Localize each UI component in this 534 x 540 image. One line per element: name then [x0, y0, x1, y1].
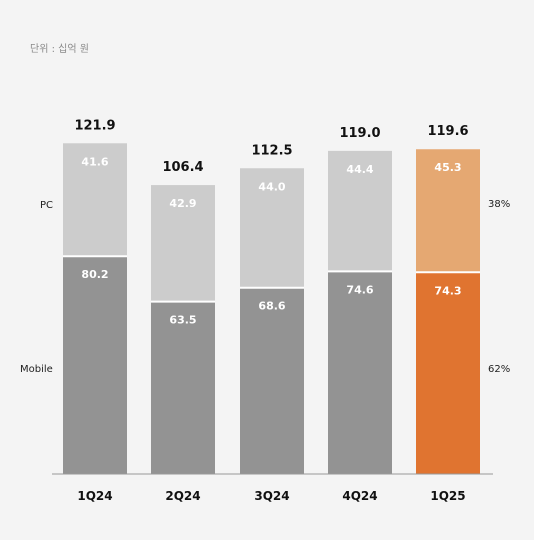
x-tick-label: 3Q24 [254, 489, 289, 503]
total-value-label: 119.0 [339, 126, 380, 141]
bar-pc-1Q24 [63, 143, 127, 257]
x-tick-label: 4Q24 [342, 489, 377, 503]
bar-pc-1Q25 [416, 149, 480, 273]
mobile-value-label: 74.6 [346, 283, 373, 296]
bar-mobile-1Q24 [63, 256, 127, 474]
mobile-value-label: 63.5 [169, 314, 196, 327]
total-value-label: 121.9 [74, 118, 115, 133]
x-tick-label: 1Q24 [77, 489, 112, 503]
mobile-value-label: 80.2 [81, 268, 108, 281]
pc-value-label: 44.4 [346, 163, 373, 176]
pc-value-label: 42.9 [169, 197, 196, 210]
bar-mobile-1Q25 [416, 272, 480, 474]
share-label-mobile: 62% [488, 364, 510, 375]
mobile-value-label: 74.3 [434, 284, 461, 297]
share-label-pc: 38% [488, 199, 510, 210]
pc-value-label: 41.6 [81, 155, 108, 168]
x-tick-label: 2Q24 [165, 489, 200, 503]
legend-label-pc: PC [40, 200, 53, 211]
bars-group: 41.6 80.2 121.9 1Q24 42.9 63.5 106.4 2Q24 44.0 68… [63, 118, 480, 503]
total-value-label: 112.5 [251, 143, 292, 158]
bar-mobile-2Q24 [151, 301, 215, 474]
pc-value-label: 44.0 [258, 180, 285, 193]
bar-pc-3Q24 [240, 168, 304, 288]
total-value-label: 106.4 [162, 160, 203, 175]
pc-value-label: 45.3 [434, 161, 461, 174]
legend-label-mobile: Mobile [20, 364, 53, 375]
total-value-label: 119.6 [427, 124, 468, 139]
bar-mobile-3Q24 [240, 287, 304, 474]
unit-label: 단위 : 십억 원 [30, 44, 89, 55]
bar-mobile-4Q24 [328, 271, 392, 474]
x-tick-label: 1Q25 [430, 489, 465, 503]
bar-pc-2Q24 [151, 185, 215, 302]
mobile-value-label: 68.6 [258, 300, 285, 313]
bar-pc-4Q24 [328, 150, 392, 272]
